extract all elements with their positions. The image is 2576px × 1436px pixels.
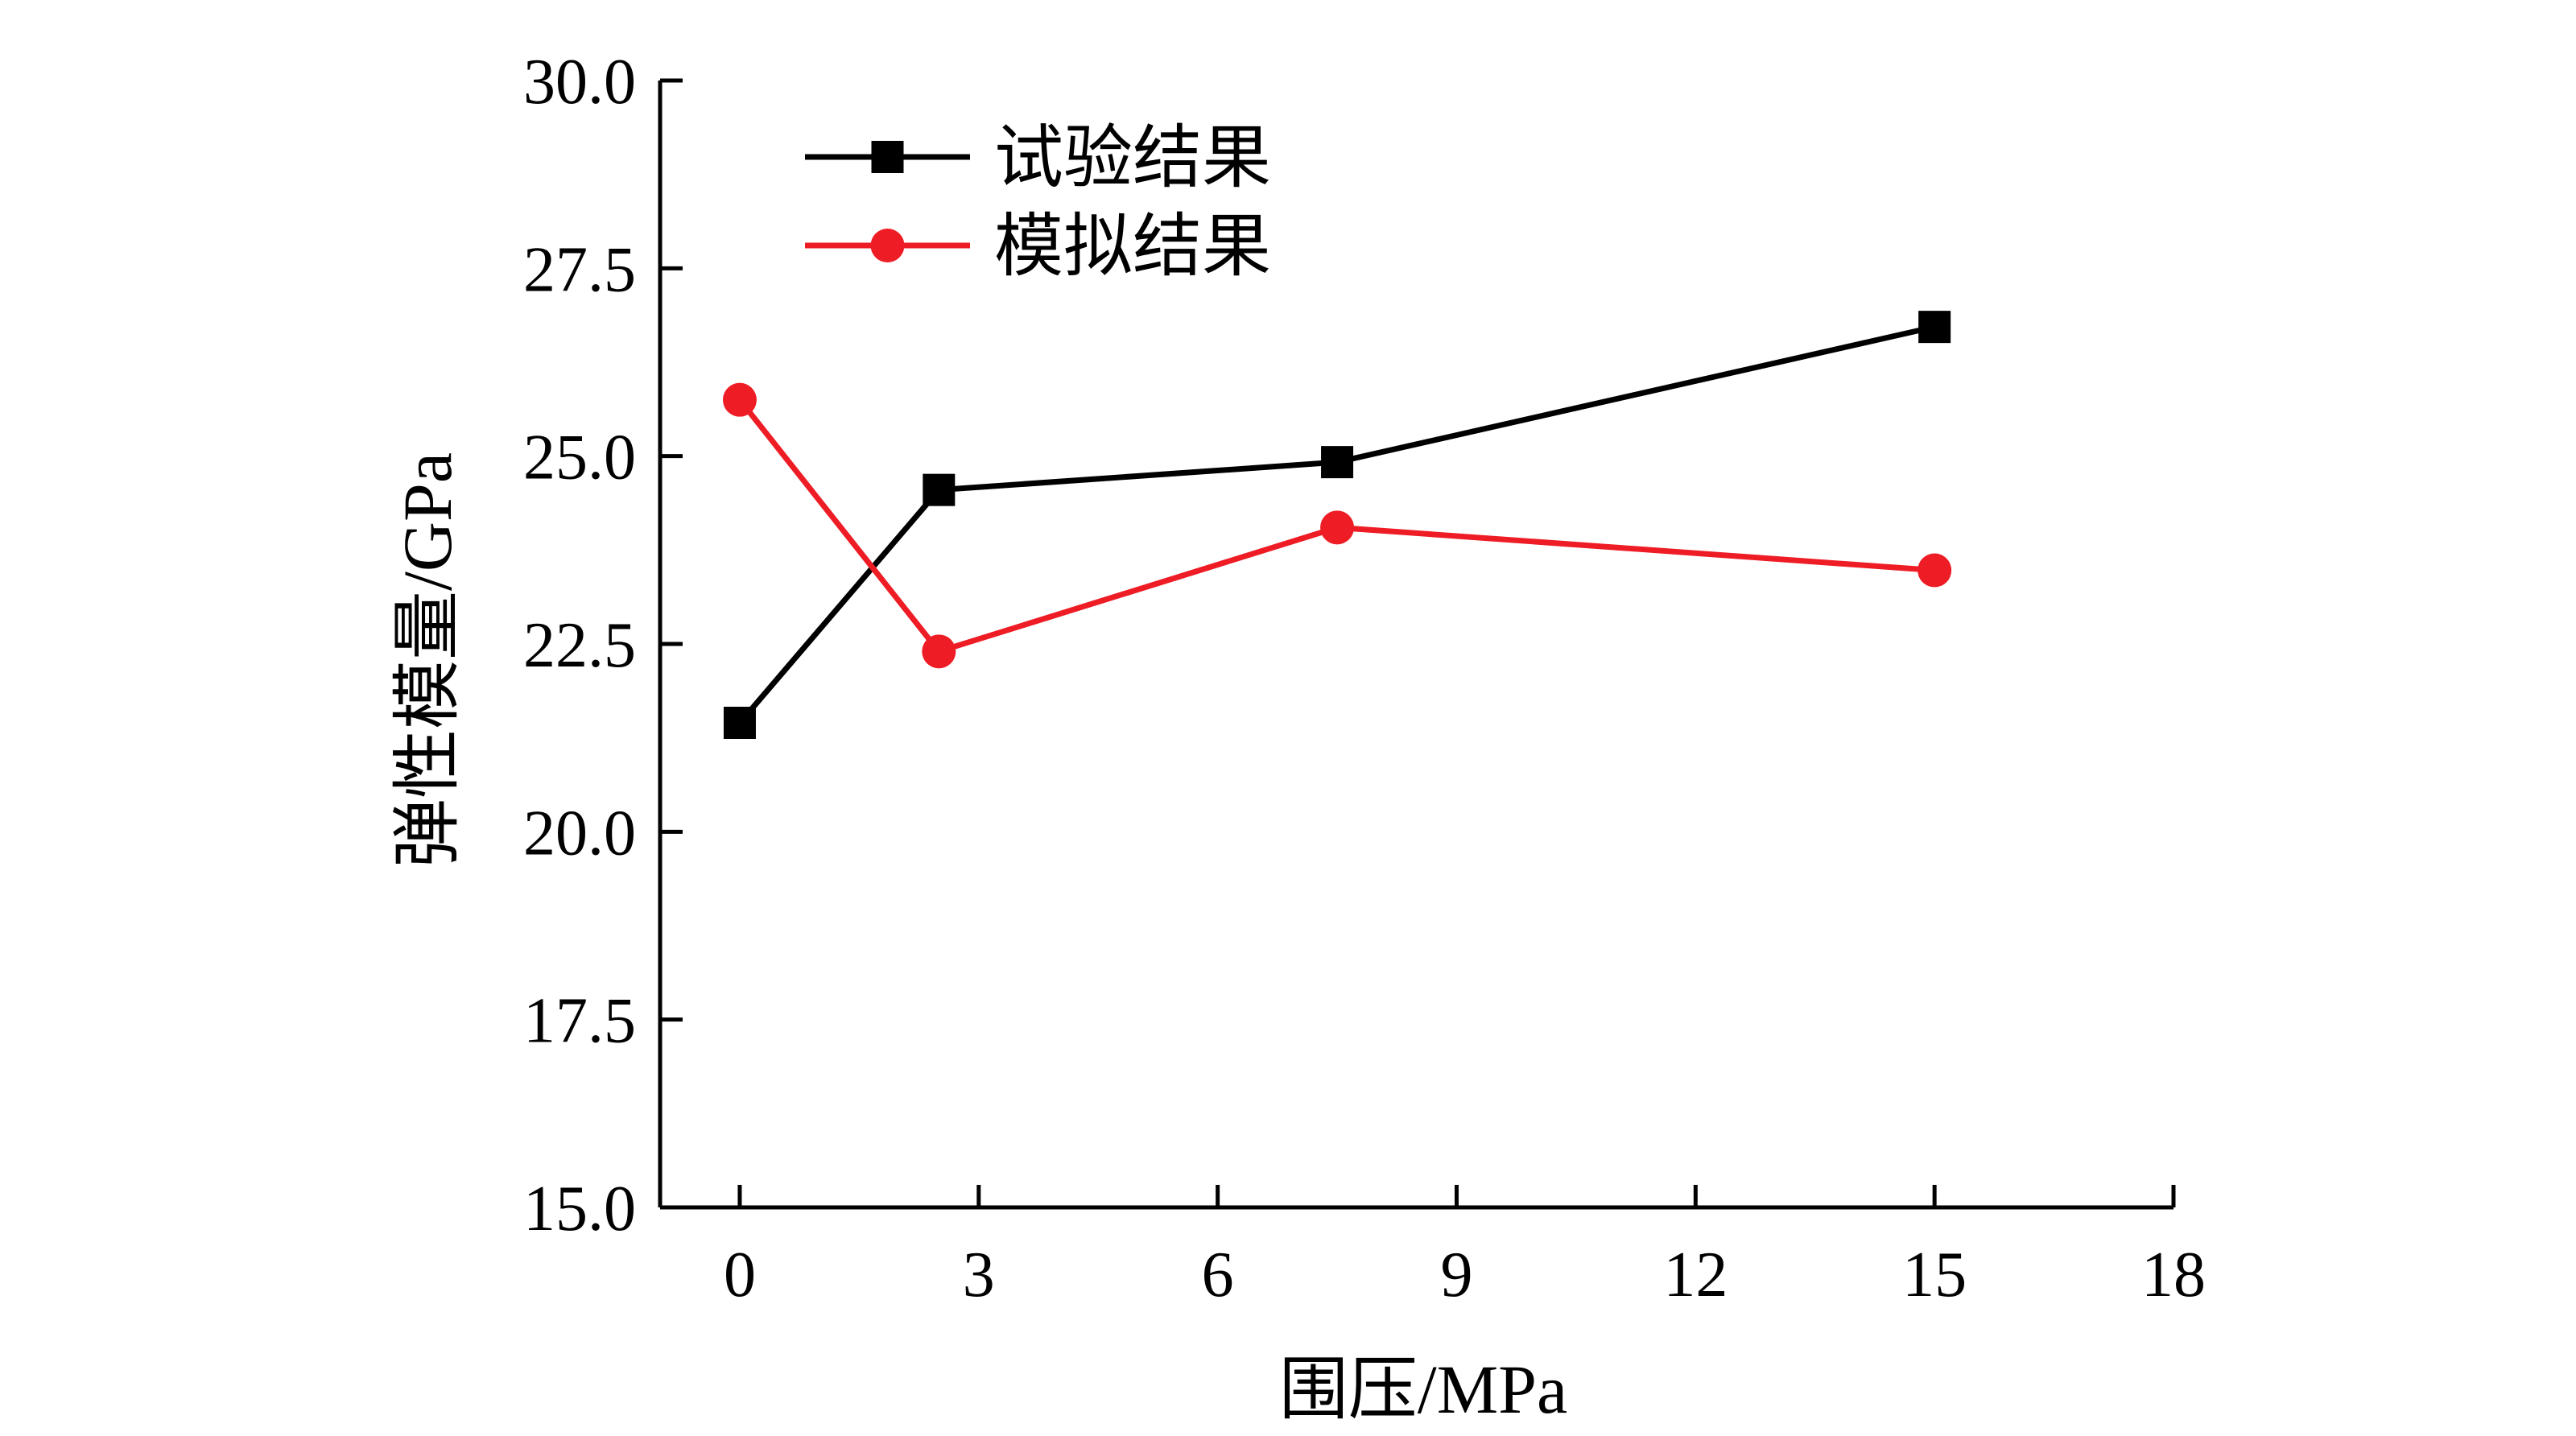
axes: 15.0 17.5 20.0 22.5 25.0 27.5 30.0 0 3 6 9 12 15 18 (523, 47, 2206, 1310)
legend-item: 模拟结果 (805, 208, 1271, 285)
x-tick-label: 9 (1440, 1240, 1472, 1310)
x-tick-label: 15 (1902, 1240, 1967, 1310)
data-point-square (1918, 311, 1951, 344)
series-line (737, 398, 1935, 655)
data-point-square (723, 707, 756, 739)
y-tick-label: 30.0 (523, 47, 636, 118)
data-point-circle (922, 634, 956, 669)
x-tick-label: 18 (2141, 1240, 2206, 1310)
x-tick-label: 3 (963, 1240, 995, 1310)
x-tick-label: 6 (1202, 1240, 1234, 1310)
data-point-circle (1320, 510, 1355, 545)
legend-label: 试验结果 (994, 119, 1271, 196)
legend-item: 试验结果 (805, 119, 1271, 196)
x-axis-title: 围压/MPa (1279, 1351, 1567, 1428)
y-axis-title: 弹性模量/GPa (389, 452, 466, 868)
legend-marker-square (871, 141, 904, 173)
y-tick-label: 17.5 (523, 986, 636, 1057)
data-point-square (923, 473, 956, 506)
series-2 (722, 382, 1952, 669)
y-tick-label: 15.0 (523, 1174, 636, 1244)
x-tick-label: 0 (724, 1240, 756, 1310)
y-tick-label: 25.0 (523, 423, 636, 493)
series-layer (722, 311, 1952, 739)
y-tick-label: 20.0 (523, 798, 636, 869)
series-line (737, 324, 1935, 725)
legend-marker-circle (870, 229, 905, 262)
legend-label: 模拟结果 (994, 208, 1271, 285)
series-1 (723, 311, 1951, 739)
y-tick-label: 27.5 (523, 234, 636, 305)
data-point-square (1321, 446, 1354, 479)
data-point-circle (722, 382, 757, 417)
x-tick-label: 12 (1663, 1240, 1728, 1310)
y-tick-label: 22.5 (523, 610, 636, 681)
data-point-circle (1918, 553, 1952, 588)
